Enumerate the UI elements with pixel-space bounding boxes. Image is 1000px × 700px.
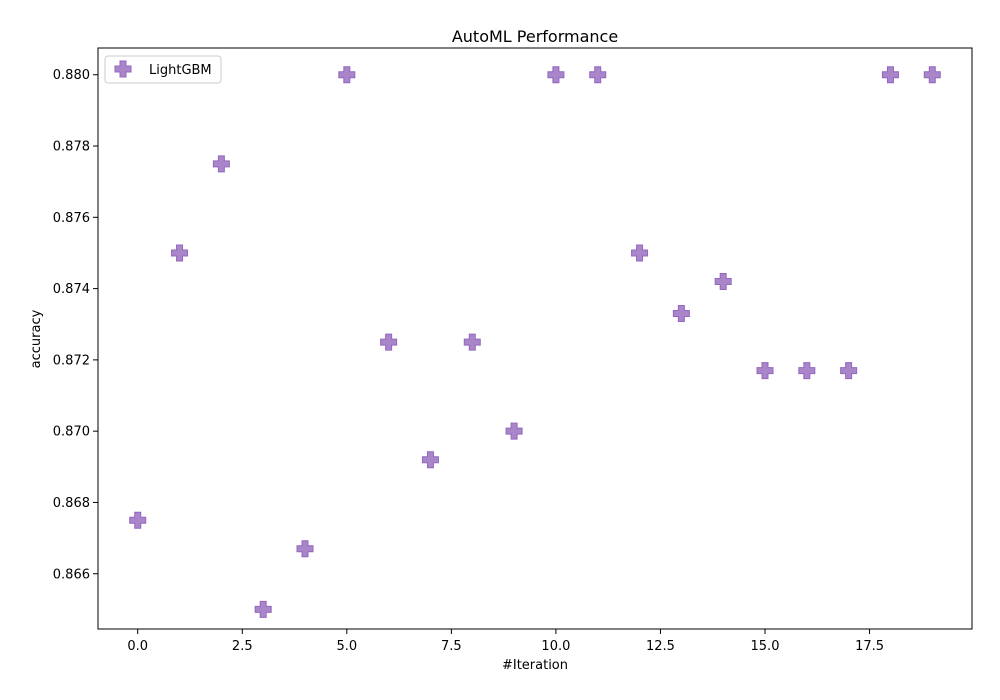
data-point (672, 305, 690, 323)
y-axis-label: accuracy (29, 309, 44, 368)
x-axis-ticks: 0.0 2.5 5.0 7.5 10.0 12.5 15.0 17.5 (127, 629, 884, 654)
x-tick-label: 2.5 (232, 639, 253, 654)
y-tick-label: 0.874 (53, 282, 90, 297)
y-tick-label: 0.868 (53, 496, 90, 511)
data-point (589, 66, 607, 84)
legend-marker-lightgbm (114, 60, 132, 78)
x-axis-label: #Iteration (502, 658, 568, 673)
data-point (547, 66, 565, 84)
data-point (296, 540, 314, 558)
x-tick-label: 5.0 (336, 639, 357, 654)
data-point (840, 362, 858, 380)
x-tick-label: 12.5 (646, 639, 675, 654)
data-point (212, 155, 230, 173)
data-point (923, 66, 941, 84)
legend-label-lightgbm: LightGBM (149, 63, 212, 78)
legend-box (104, 55, 222, 84)
y-tick-label: 0.878 (53, 140, 90, 155)
data-point (756, 362, 774, 380)
x-tick-label: 10.0 (541, 639, 570, 654)
data-point (798, 362, 816, 380)
y-axis-ticks: 0.866 0.868 0.870 0.872 0.874 0.876 0.878 0.880 (53, 68, 98, 582)
legend: LightGBM (104, 55, 222, 84)
y-tick-label: 0.876 (53, 211, 90, 226)
plot-frame (97, 47, 973, 630)
data-point (714, 272, 732, 290)
scatter-points (129, 66, 941, 618)
data-point (881, 66, 899, 84)
data-point (338, 66, 356, 84)
data-point (254, 600, 272, 618)
y-tick-label: 0.880 (53, 68, 90, 83)
data-point (129, 511, 147, 529)
data-point (463, 333, 481, 351)
x-tick-label: 15.0 (751, 639, 780, 654)
data-point (421, 451, 439, 469)
x-tick-label: 0.0 (127, 639, 148, 654)
x-tick-label: 17.5 (855, 639, 884, 654)
y-tick-label: 0.866 (53, 567, 90, 582)
data-point (171, 244, 189, 262)
data-point (380, 333, 398, 351)
data-point (631, 244, 649, 262)
y-tick-label: 0.872 (53, 353, 90, 368)
chart-title: AutoML Performance (452, 27, 618, 46)
y-tick-label: 0.870 (53, 425, 90, 440)
data-point (505, 422, 523, 440)
legend-marker-icon (114, 60, 132, 78)
x-tick-label: 7.5 (441, 639, 462, 654)
